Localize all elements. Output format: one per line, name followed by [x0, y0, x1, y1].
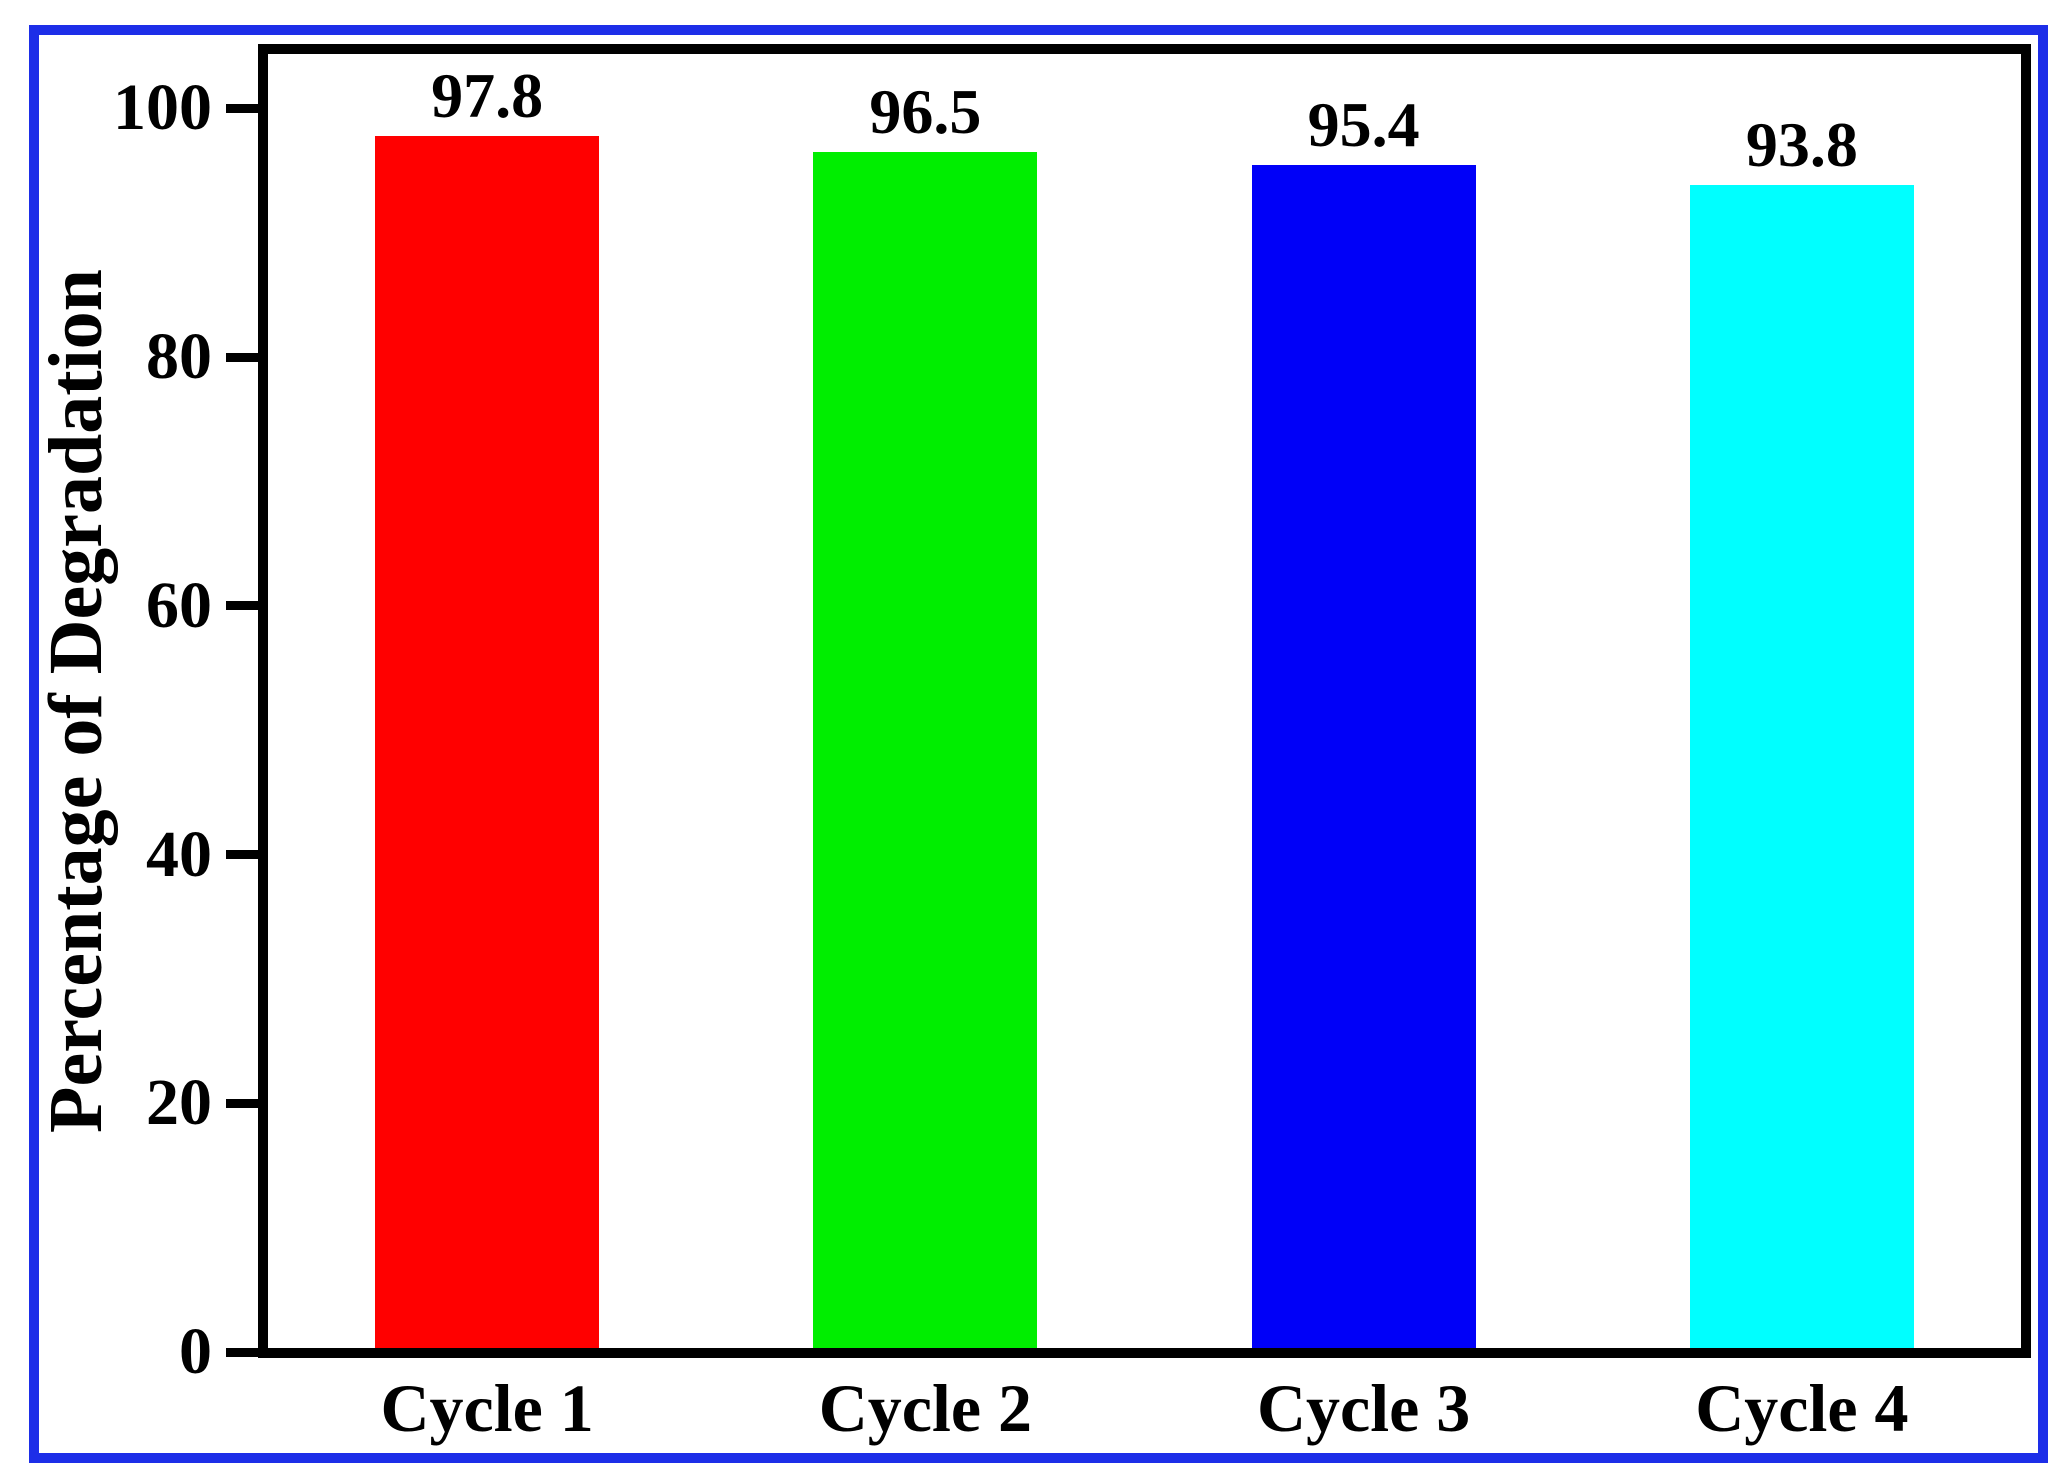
- x-category-label: Cycle 1: [380, 1370, 594, 1446]
- y-tick-mark: [226, 601, 260, 611]
- figure-border: [29, 25, 2048, 1463]
- y-tick-mark: [226, 103, 260, 113]
- y-tick-label: 60: [146, 568, 212, 642]
- bar-1: [375, 135, 600, 1348]
- bar-4: [1689, 185, 1914, 1348]
- bar-value-label: 93.8: [1745, 109, 1858, 181]
- bar-value-label: 96.5: [869, 75, 982, 147]
- y-tick-label: 80: [146, 320, 212, 393]
- x-category-label: Cycle 4: [1695, 1370, 1909, 1446]
- bar-value-label: 95.4: [1307, 89, 1420, 161]
- y-tick-mark: [226, 850, 260, 859]
- y-tick-label: 40: [146, 817, 212, 891]
- y-tick-mark: [226, 1098, 260, 1108]
- y-tick-mark: [226, 352, 260, 362]
- x-category-label: Cycle 3: [1256, 1370, 1471, 1446]
- y-tick-label: 20: [146, 1066, 212, 1140]
- x-category-label: Cycle 2: [818, 1370, 1033, 1446]
- y-tick-mark: [226, 1347, 260, 1357]
- bar-2: [813, 151, 1038, 1348]
- y-tick-label: 100: [113, 71, 212, 145]
- bar-3: [1251, 165, 1476, 1348]
- y-axis-title: Percentage of Degradation: [34, 269, 118, 1133]
- bar-value-label: 97.8: [431, 59, 544, 131]
- y-tick-label: 0: [179, 1315, 212, 1388]
- plot-area: [258, 44, 2031, 1358]
